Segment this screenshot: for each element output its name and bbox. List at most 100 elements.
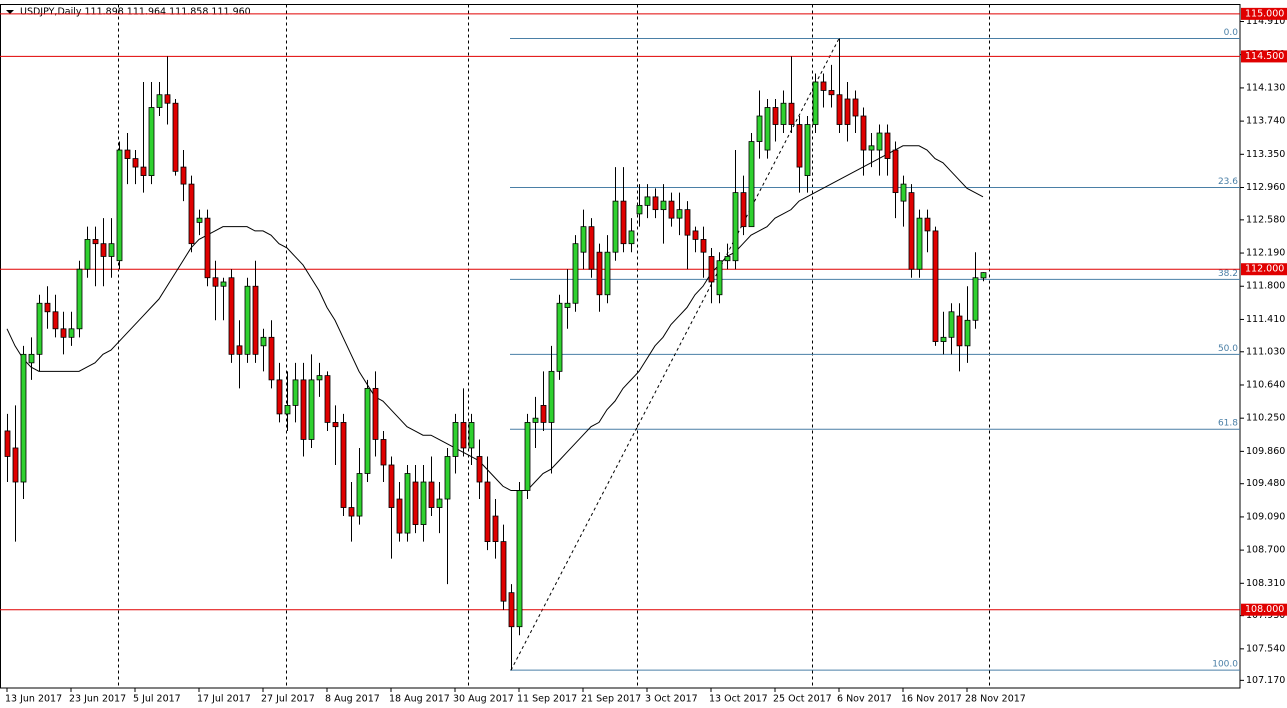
x-tick-label: 13 Oct 2017 bbox=[709, 694, 768, 705]
x-tick-label: 3 Oct 2017 bbox=[645, 694, 698, 705]
candle-body bbox=[460, 422, 467, 449]
candle-body bbox=[52, 311, 59, 330]
candle-body bbox=[964, 319, 971, 347]
price-label-box bbox=[1241, 263, 1287, 276]
candle-body bbox=[12, 447, 19, 483]
y-tick-label: 111.410 bbox=[1246, 314, 1285, 325]
candle-body bbox=[300, 379, 307, 440]
candle-body bbox=[108, 243, 115, 257]
candle-body bbox=[572, 243, 579, 304]
price-label-box bbox=[1241, 7, 1287, 20]
fib-label: 38.2 bbox=[1218, 269, 1238, 279]
candle-body bbox=[396, 498, 403, 534]
x-tick-label: 5 Jul 2017 bbox=[133, 694, 181, 705]
candle-body bbox=[316, 375, 323, 381]
candle-body bbox=[956, 315, 963, 347]
y-tick-label: 109.860 bbox=[1246, 446, 1285, 457]
price-label-box bbox=[1241, 603, 1287, 616]
candle-body bbox=[60, 328, 67, 338]
candle-body bbox=[540, 405, 547, 423]
candle-body bbox=[780, 102, 787, 125]
x-tick-label: 21 Sep 2017 bbox=[581, 694, 641, 705]
candle-body bbox=[36, 302, 43, 355]
candle-body bbox=[668, 200, 675, 219]
candle-body bbox=[100, 243, 107, 257]
candle-body bbox=[20, 353, 27, 483]
candle-body bbox=[684, 209, 691, 236]
candle-body bbox=[228, 277, 235, 355]
candle-body bbox=[916, 217, 923, 270]
fib-label: 61.8 bbox=[1218, 419, 1238, 429]
candle-body bbox=[892, 149, 899, 194]
candle-body bbox=[748, 141, 755, 228]
candle-body bbox=[148, 107, 155, 176]
price-label: 115.000 bbox=[1245, 8, 1284, 19]
candle-body bbox=[620, 200, 627, 245]
y-tick-label: 112.190 bbox=[1246, 248, 1285, 259]
candle-body bbox=[492, 515, 499, 542]
candle-body bbox=[388, 464, 395, 508]
candle-body bbox=[636, 204, 643, 215]
y-tick-label: 107.540 bbox=[1246, 643, 1285, 654]
candle-body bbox=[212, 277, 219, 287]
y-tick-label: 110.640 bbox=[1246, 379, 1285, 390]
candle-body bbox=[236, 345, 243, 355]
candle-body bbox=[876, 132, 883, 151]
x-tick-label: 17 Jul 2017 bbox=[197, 694, 251, 705]
candle-body bbox=[428, 481, 435, 508]
candle-body bbox=[244, 285, 251, 355]
candle-body bbox=[44, 302, 51, 313]
candle-body bbox=[276, 379, 283, 415]
candle-body bbox=[500, 541, 507, 602]
x-tick-label: 13 Jun 2017 bbox=[5, 694, 62, 705]
menu-arrow bbox=[6, 10, 14, 14]
x-tick-label: 28 Nov 2017 bbox=[965, 694, 1026, 705]
x-tick-label: 27 Jul 2017 bbox=[261, 694, 315, 705]
candle-body bbox=[844, 98, 851, 125]
candle-body bbox=[220, 281, 227, 287]
x-tick-label: 16 Nov 2017 bbox=[901, 694, 962, 705]
candle-body bbox=[508, 592, 515, 628]
candle-body bbox=[260, 336, 267, 347]
candle-body bbox=[940, 336, 947, 342]
candle-body bbox=[404, 473, 411, 534]
candle-body bbox=[828, 90, 835, 96]
candle-body bbox=[524, 422, 531, 491]
candle-body bbox=[836, 94, 843, 125]
y-tick-label: 111.030 bbox=[1246, 346, 1285, 357]
candle-body bbox=[132, 158, 139, 168]
x-tick-label: 25 Oct 2017 bbox=[773, 694, 832, 705]
candle-body bbox=[588, 226, 595, 270]
fib-label: 0.0 bbox=[1224, 28, 1239, 38]
candle-body bbox=[564, 302, 571, 308]
candle-body bbox=[364, 387, 371, 474]
candle-body bbox=[548, 370, 555, 423]
chart-title: USDJPY,Daily 111.898 111.964 111.858 111… bbox=[20, 7, 251, 18]
candle-body bbox=[972, 277, 979, 321]
candle-body bbox=[676, 209, 683, 219]
candle-body bbox=[28, 353, 35, 364]
candle-body bbox=[180, 166, 187, 185]
candle-body bbox=[852, 98, 859, 117]
candle-body bbox=[188, 183, 195, 245]
candle-body bbox=[820, 81, 827, 91]
y-tick-label: 109.480 bbox=[1246, 478, 1285, 489]
candle-body bbox=[980, 272, 987, 279]
x-tick-label: 8 Aug 2017 bbox=[325, 694, 380, 705]
candle-body bbox=[372, 387, 379, 440]
y-tick-label: 109.090 bbox=[1246, 511, 1285, 522]
y-tick-label: 107.170 bbox=[1246, 675, 1285, 686]
candle-body bbox=[932, 230, 939, 342]
candle-body bbox=[252, 285, 259, 355]
plot-frame bbox=[0, 4, 1241, 689]
moving-average bbox=[6, 145, 984, 492]
candle-body bbox=[140, 166, 147, 176]
candle-body bbox=[700, 239, 707, 253]
y-tick-label: 112.960 bbox=[1246, 182, 1285, 193]
candle-body bbox=[812, 81, 819, 125]
price-label-box bbox=[1241, 50, 1287, 63]
candle-body bbox=[716, 260, 723, 296]
price-label: 108.000 bbox=[1245, 604, 1284, 615]
candle-body bbox=[860, 115, 867, 151]
